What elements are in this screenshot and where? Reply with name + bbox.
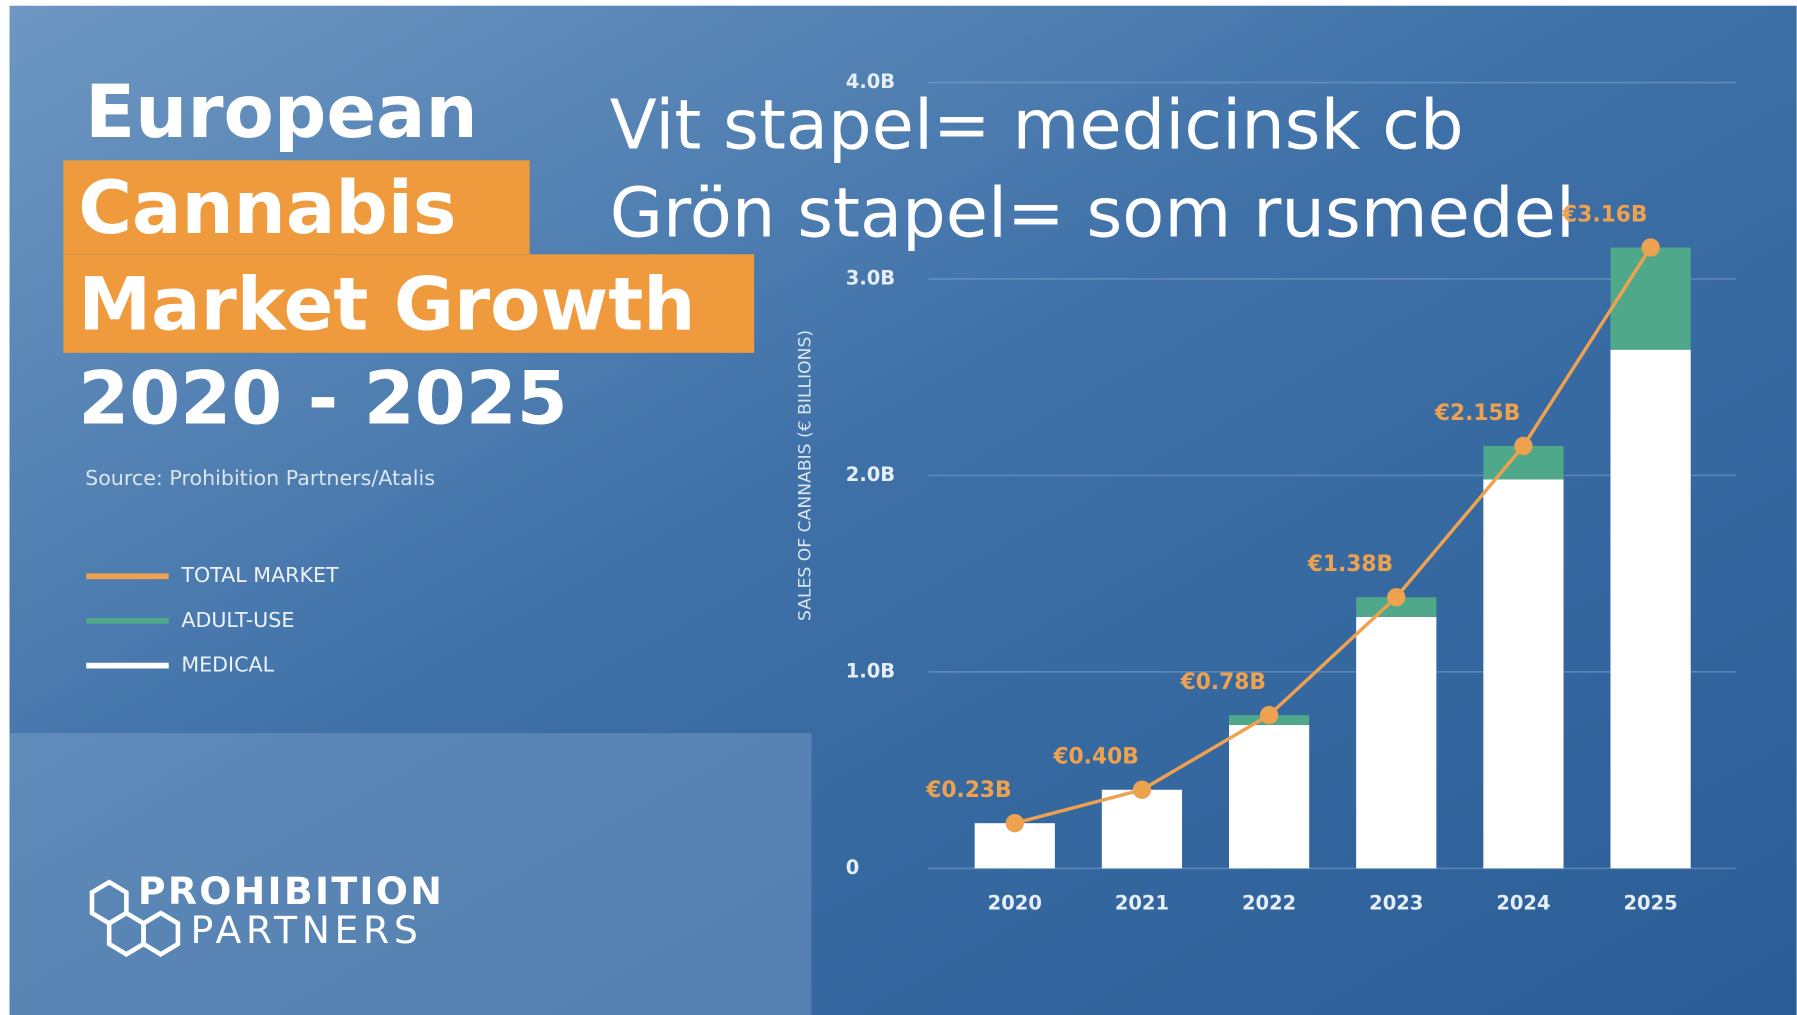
x-tick-label: 2020 (988, 891, 1042, 914)
bar-segment (1356, 597, 1437, 617)
background-hill (9, 733, 812, 1015)
bar-segment (1229, 724, 1310, 869)
data-label: €0.23B (925, 778, 1011, 803)
bar-segment (1610, 349, 1691, 869)
annotation: Vit stapel= medicinsk cb (610, 85, 1464, 165)
y-tick-label: 1.0B (846, 659, 895, 682)
title-highlight (63, 254, 755, 353)
line-point (1005, 814, 1024, 833)
x-tick-label: 2024 (1496, 891, 1550, 914)
y-tick-label: 2.0B (846, 463, 895, 486)
y-tick-label: 0 (846, 856, 860, 879)
source: Source: Prohibition Partners/Atalis (85, 466, 435, 490)
line-point (1259, 705, 1279, 725)
line (1014, 246, 1653, 825)
logo-text: PARTNERS (191, 908, 423, 952)
bar-segment (1356, 616, 1437, 869)
line-point (1387, 588, 1406, 607)
data-label: €2.15B (1434, 401, 1520, 426)
x-tick-label: 2025 (1623, 891, 1677, 914)
data-label: €3.16B (1561, 202, 1647, 227)
y-axis-title: SALES OF CANNABIS (€ BILLIONS) (796, 330, 816, 621)
y-tick-label: 4.0B (846, 70, 895, 93)
x-tick-label: 2021 (1115, 891, 1169, 914)
logo-text: PROHIBITION (138, 869, 444, 913)
line-point (1641, 238, 1660, 257)
bar-segment (1101, 789, 1183, 869)
legend-label: MEDICAL (181, 653, 274, 677)
y-tick-label: 3.0B (846, 266, 895, 289)
bar-segment (1483, 479, 1564, 869)
title-highlight (63, 160, 530, 255)
annotation: Grön stapel= som rusmedel (610, 174, 1575, 254)
x-tick-label: 2022 (1242, 891, 1296, 914)
legend-label: TOTAL MARKET (180, 563, 339, 587)
subtitle: 2020 - 2025 (78, 356, 567, 441)
title-line: Market Growth (78, 262, 695, 347)
logo-icon (89, 879, 181, 957)
data-label: €0.40B (1052, 745, 1138, 770)
bar-segment (1610, 247, 1691, 350)
data-label: €1.38B (1307, 552, 1393, 577)
legend-label: ADULT-USE (181, 608, 294, 632)
line-point (1514, 436, 1533, 456)
data-label: €0.78B (1180, 670, 1266, 695)
title-line: European (85, 70, 478, 155)
title-line: Cannabis (78, 166, 456, 251)
line-point (1132, 780, 1152, 799)
x-tick-label: 2023 (1369, 891, 1423, 914)
